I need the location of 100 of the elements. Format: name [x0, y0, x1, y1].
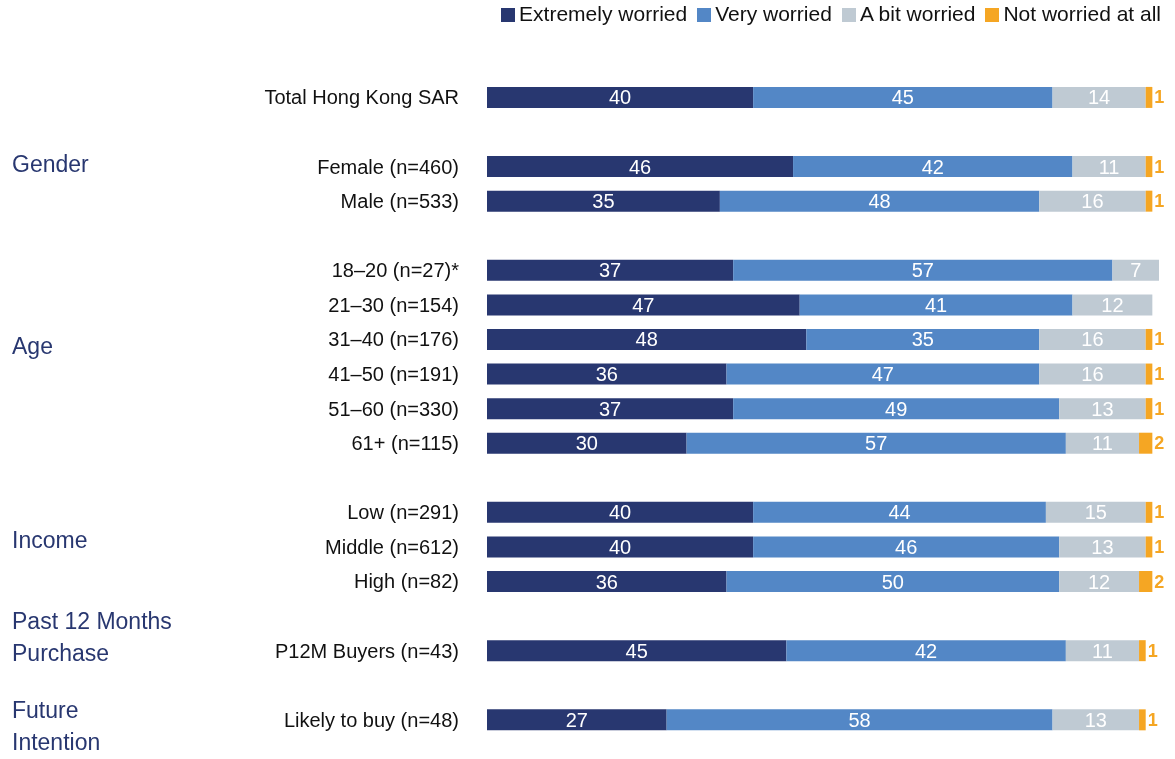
bar: [1139, 432, 1153, 454]
bar: [733, 259, 1113, 281]
data-label: 16: [1081, 363, 1104, 386]
data-label: 1: [1154, 329, 1165, 350]
bar: [487, 709, 667, 731]
bar: [487, 190, 720, 212]
bar: [686, 432, 1066, 454]
bar: [1145, 190, 1153, 212]
bar: [1145, 501, 1153, 523]
data-label: 2: [1154, 571, 1165, 592]
bar: [793, 156, 1073, 178]
data-label: 27: [565, 708, 588, 731]
legend-label: Not worried at all: [1003, 2, 1161, 25]
legend-label: Extremely worried: [519, 2, 688, 25]
bar: [1145, 156, 1153, 178]
data-label: 1: [1154, 536, 1165, 557]
bar: [753, 86, 1053, 108]
bar: [1145, 398, 1153, 420]
bar: [487, 536, 754, 558]
data-label: 40: [608, 535, 632, 558]
bar: [1145, 328, 1153, 350]
bar: [733, 398, 1060, 420]
bar: [719, 190, 1040, 212]
data-label: 12: [1087, 570, 1111, 593]
data-label: 42: [915, 639, 938, 662]
data-label: 1: [1154, 364, 1165, 385]
bar: [1039, 190, 1146, 212]
data-label: 15: [1084, 501, 1107, 524]
bar: [1065, 640, 1140, 662]
data-label: 47: [871, 363, 895, 386]
bar: [1045, 501, 1146, 523]
bar: [1065, 432, 1140, 454]
data-label: 48: [868, 190, 891, 213]
data-label: 1: [1154, 191, 1165, 212]
text: Income: [12, 525, 88, 555]
data-label: 57: [865, 432, 888, 455]
y-tick-label: 51–60 (n=330): [328, 397, 459, 420]
bar: [487, 294, 800, 316]
data-label: 40: [608, 501, 632, 524]
bar: [487, 640, 787, 662]
data-label: 1: [1154, 156, 1165, 177]
y-tick-label: 18–20 (n=27)*: [331, 259, 460, 282]
data-label: 41: [924, 293, 948, 316]
data-label: 42: [921, 155, 944, 178]
data-label: 1: [1154, 87, 1165, 108]
bar: [786, 640, 1066, 662]
bar: [1072, 156, 1146, 178]
data-label: 37: [598, 397, 622, 420]
data-label: 16: [1081, 328, 1104, 351]
bar: [487, 501, 754, 523]
bar: [487, 363, 727, 385]
y-tick-label: P12M Buyers (n=43): [275, 639, 459, 662]
bar: [799, 294, 1073, 316]
bar: [1112, 259, 1159, 281]
legend-label: A bit worried: [859, 2, 976, 25]
data-label: 2: [1154, 433, 1165, 454]
text: Age: [12, 332, 53, 362]
y-tick-label: 61+ (n=115): [351, 432, 459, 455]
bar: [1059, 571, 1140, 593]
bar: [1052, 86, 1146, 108]
y-tick-label: 31–40 (n=176): [328, 328, 459, 351]
bar: [1072, 294, 1153, 316]
bar: [487, 398, 734, 420]
data-label: 50: [881, 570, 904, 593]
data-label: 57: [911, 259, 934, 282]
data-label: 35: [592, 190, 615, 213]
data-label: 40: [608, 86, 632, 109]
text: Future Intention: [12, 696, 101, 758]
data-label: 44: [888, 501, 911, 524]
bar: [1039, 328, 1146, 350]
bar: [1059, 536, 1146, 558]
data-label: 1: [1147, 709, 1158, 730]
bar: [1039, 363, 1146, 385]
data-label: 1: [1154, 502, 1165, 523]
y-tick-label: 21–30 (n=154): [328, 293, 459, 316]
data-label: 16: [1081, 190, 1104, 213]
bar: [1052, 709, 1140, 731]
bar: [487, 86, 754, 108]
data-label: 45: [625, 639, 648, 662]
bar: [753, 536, 1060, 558]
data-label: 45: [891, 86, 914, 109]
bar: [487, 432, 687, 454]
bar: [806, 328, 1040, 350]
data-label: 1: [1154, 398, 1165, 419]
data-label: 36: [595, 570, 618, 593]
data-label: 12: [1101, 293, 1124, 316]
y-tick-label: 41–50 (n=191): [328, 363, 459, 386]
text: Past 12 Months Purchase: [12, 606, 172, 668]
bar: [487, 156, 794, 178]
bar: [753, 501, 1046, 523]
bar: [666, 709, 1053, 731]
data-label: 14: [1087, 86, 1111, 109]
data-label: 47: [632, 293, 655, 316]
y-tick-label: High (n=82): [353, 570, 459, 593]
data-label: 46: [628, 155, 652, 178]
data-label: 7: [1130, 259, 1142, 282]
bar: [487, 328, 807, 350]
data-label: 13: [1084, 708, 1107, 731]
data-label: 37: [598, 259, 622, 282]
data-label: 58: [848, 708, 871, 731]
